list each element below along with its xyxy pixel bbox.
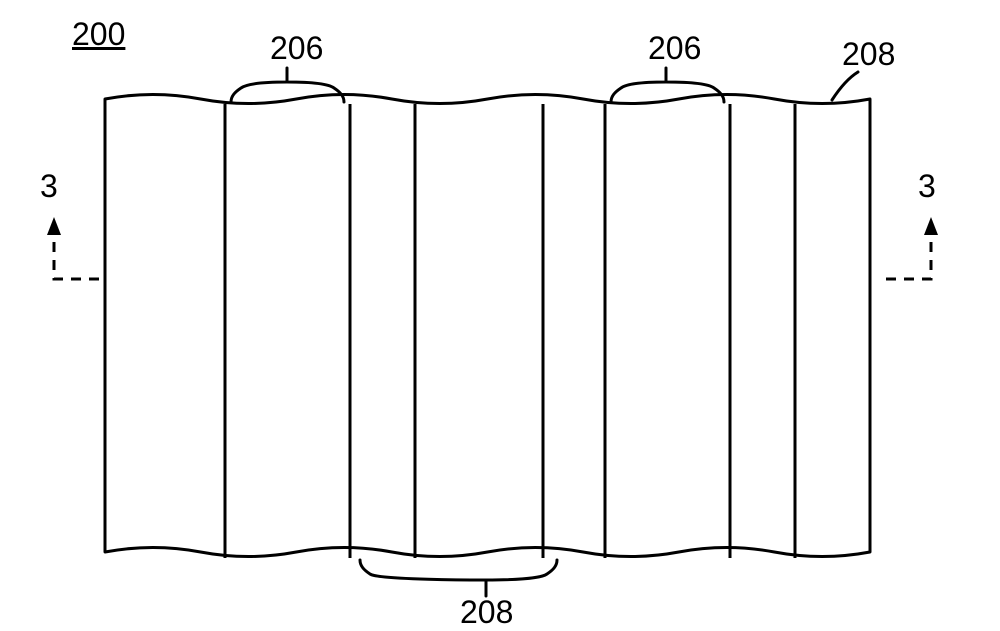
section-line-left [54, 235, 99, 279]
callout-206-left: 206 [270, 32, 323, 64]
section-arrowhead-right [924, 217, 938, 235]
section-label-right: 3 [918, 170, 936, 202]
brace [360, 560, 557, 596]
figure-number: 200 [72, 16, 125, 53]
device-body [105, 95, 870, 557]
callout-208-bottom: 208 [460, 596, 513, 628]
callout-208-top: 208 [842, 38, 895, 70]
section-label-left: 3 [40, 170, 58, 202]
section-line-right [886, 235, 931, 279]
callout-206-right: 206 [648, 32, 701, 64]
leader-208 [832, 72, 858, 100]
section-arrowhead-left [47, 217, 61, 235]
